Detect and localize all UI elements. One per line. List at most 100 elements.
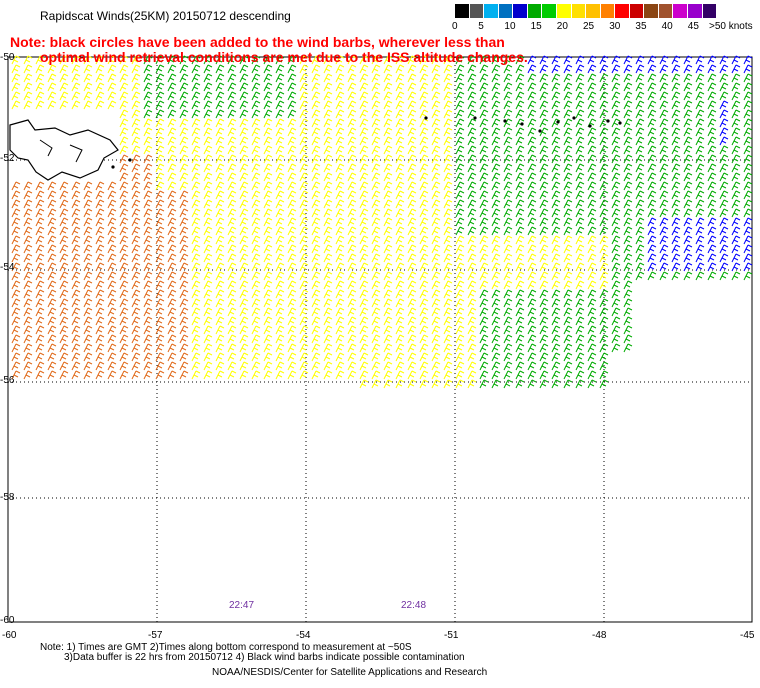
wind-barb [707, 217, 717, 227]
wind-barb [599, 262, 609, 272]
wind-barb [719, 226, 729, 236]
wind-barb [35, 64, 45, 74]
wind-barb [275, 127, 285, 137]
wind-barb [395, 154, 405, 164]
wind-barb [383, 226, 393, 236]
wind-barb [539, 145, 549, 155]
wind-barb [83, 199, 93, 209]
wind-barb [347, 73, 357, 83]
wind-barb [731, 199, 741, 209]
wind-barb [11, 280, 21, 290]
island-coast [39, 139, 83, 163]
wind-barb [287, 64, 297, 74]
wind-barb [143, 82, 153, 92]
wind-barb [431, 289, 441, 299]
wind-barb [527, 154, 537, 164]
wind-barb [359, 370, 369, 380]
wind-barb [707, 262, 717, 272]
wind-barb [443, 298, 453, 308]
wind-barb [47, 370, 57, 380]
wind-barb [443, 307, 453, 317]
wind-barb [107, 280, 117, 290]
wind-barb [563, 253, 573, 263]
wind-barb [695, 262, 705, 272]
wind-barb [527, 199, 537, 209]
contamination-dot [111, 165, 115, 169]
wind-barb [371, 55, 381, 65]
wind-barb [455, 190, 465, 200]
wind-barb [659, 244, 669, 254]
wind-barb [35, 55, 45, 65]
wind-barb [551, 316, 561, 326]
wind-barb [35, 316, 45, 326]
wind-barb [47, 289, 57, 299]
wind-barb [719, 181, 729, 191]
wind-barb [647, 82, 657, 92]
wind-barb [395, 262, 405, 272]
wind-barb [287, 370, 297, 380]
wind-barb [347, 307, 357, 317]
wind-barb [155, 145, 165, 155]
wind-barb [635, 73, 645, 83]
wind-barb [47, 235, 57, 245]
wind-barb [275, 343, 285, 353]
wind-barb [443, 190, 453, 200]
wind-barb [575, 109, 585, 119]
wind-barb [659, 109, 669, 119]
wind-barb [311, 190, 321, 200]
wind-barb [311, 280, 321, 290]
contamination-dot [572, 116, 576, 120]
wind-barb [323, 100, 333, 110]
wind-barb [35, 289, 45, 299]
wind-barb [491, 73, 501, 83]
wind-barb [587, 136, 597, 146]
wind-barb [107, 82, 117, 92]
wind-barb [191, 253, 201, 263]
wind-barb [443, 226, 453, 236]
wind-barb [299, 109, 309, 119]
wind-barb [95, 334, 105, 344]
wind-barb [407, 235, 417, 245]
wind-barb [395, 199, 405, 209]
wind-barb [347, 280, 357, 290]
wind-barb [503, 226, 513, 236]
wind-barb [167, 82, 177, 92]
wind-barb [143, 199, 153, 209]
wind-barb [479, 154, 489, 164]
wind-barb [623, 334, 633, 344]
wind-barb [11, 217, 21, 227]
wind-barb [587, 109, 597, 119]
wind-barb [407, 307, 417, 317]
lon-label-5: -48 [592, 630, 607, 641]
wind-barb [455, 253, 465, 263]
wind-barb [611, 91, 621, 101]
wind-barb [503, 199, 513, 209]
wind-barb [83, 325, 93, 335]
wind-barb [263, 289, 273, 299]
wind-barb [587, 172, 597, 182]
wind-barb [383, 109, 393, 119]
wind-barb [515, 154, 525, 164]
wind-barb [347, 325, 357, 335]
wind-barb [419, 100, 429, 110]
wind-barb [143, 235, 153, 245]
wind-barb [491, 154, 501, 164]
wind-barb [167, 100, 177, 110]
wind-barb [503, 262, 513, 272]
wind-barb [47, 73, 57, 83]
wind-barb [143, 91, 153, 101]
wind-barb [407, 253, 417, 263]
wind-barb [719, 91, 729, 101]
wind-barb [443, 244, 453, 254]
wind-barb [215, 118, 225, 128]
wind-barb [191, 271, 201, 281]
wind-barb [659, 163, 669, 173]
wind-barb [575, 73, 585, 83]
wind-barb [203, 208, 213, 218]
wind-barb [383, 217, 393, 227]
wind-barb [539, 370, 549, 380]
wind-barb [119, 334, 129, 344]
wind-barb [599, 298, 609, 308]
footer-line-3: NOAA/NESDIS/Center for Satellite Applica… [212, 667, 488, 678]
wind-barb [695, 217, 705, 227]
